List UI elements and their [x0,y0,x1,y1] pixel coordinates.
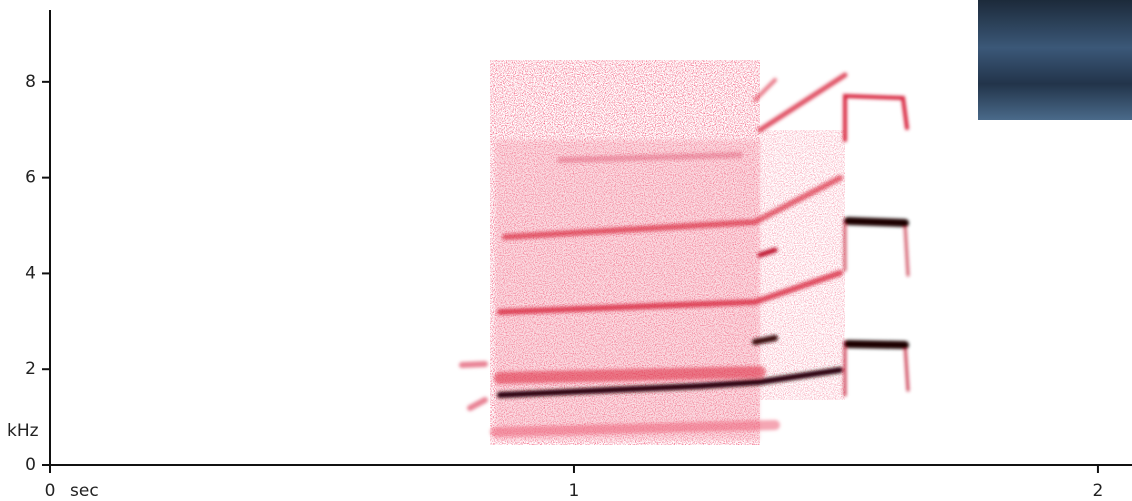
harmonic-band [467,397,488,411]
harmonic-band [753,78,777,102]
y-tick-label: 6 [25,168,36,188]
harmonic-band [459,361,488,368]
x-tick-label: 2 [1093,481,1104,501]
spectrogram [459,60,910,445]
harmonic-band [497,367,843,398]
harmonic-band [497,270,843,315]
harmonic-band [752,335,778,345]
y-tick-label: 8 [25,72,36,92]
y-tick-label: 4 [25,263,36,283]
y-axis-label: kHz [7,421,39,441]
x-tick-label: 1 [569,481,580,501]
harmonic-band [843,340,910,397]
harmonic-band [490,420,780,437]
y-tick-label: 2 [25,359,36,379]
harmonic-band [557,152,743,163]
harmonic-band [843,218,910,277]
thumbnail-image[interactable] [978,0,1132,120]
harmonic-band [843,93,909,142]
x-tick-label: 0 [45,481,56,501]
harmonic-band [494,366,766,384]
noise-cloud [760,130,845,400]
harmonic-band [844,340,909,349]
harmonic-band [502,175,843,240]
harmonic-band [844,217,909,227]
harmonic-band [757,72,848,133]
x-axis-label: sec [70,481,99,501]
harmonic-band [757,247,778,258]
y-tick-label: 0 [25,455,36,475]
